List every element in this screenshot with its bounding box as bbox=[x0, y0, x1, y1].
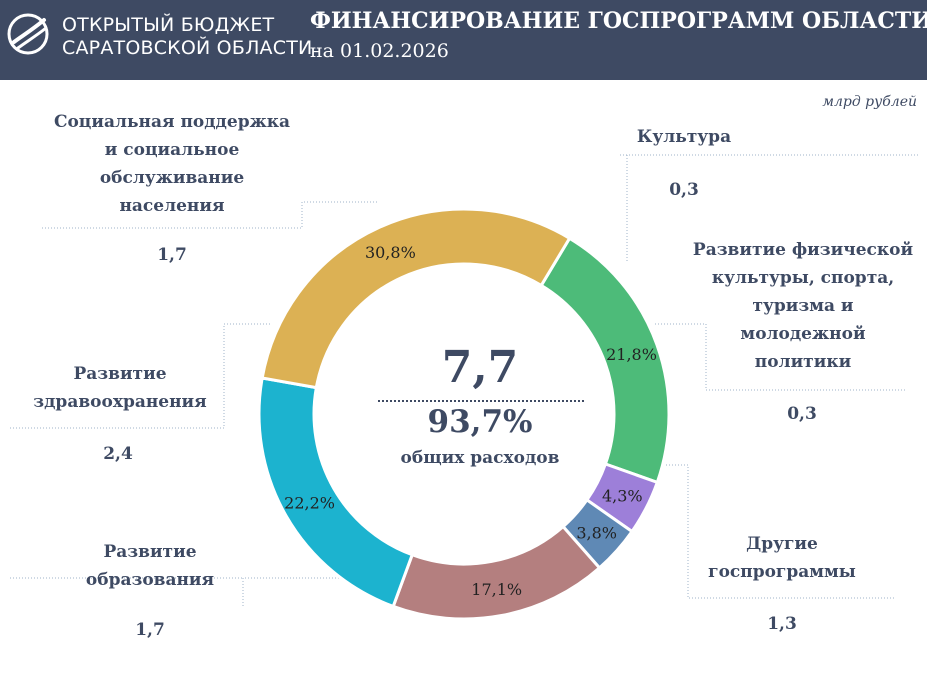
label-education: Развитие образования bbox=[85, 542, 215, 590]
leader-line-social bbox=[42, 201, 378, 229]
header-bar: ОТКРЫТЫЙ БЮДЖЕТ САРАТОВСКОЙ ОБЛАСТИ ФИНА… bbox=[0, 0, 927, 80]
label-other: Другие госпрограммы bbox=[708, 534, 856, 582]
brand-name[interactable]: ОТКРЫТЫЙ БЮДЖЕТ САРАТОВСКОЙ ОБЛАСТИ bbox=[62, 14, 312, 60]
center-share-percent: 93,7% bbox=[427, 404, 533, 440]
center-caption: общих расходов bbox=[400, 448, 560, 468]
slice-social-percent-label: 21,8% bbox=[606, 345, 657, 364]
brand-line-2: САРАТОВСКОЙ ОБЛАСТИ bbox=[62, 37, 313, 59]
slice-other[interactable] bbox=[391, 524, 602, 621]
label-sport: Развитие физической культуры, спорта, ту… bbox=[692, 240, 914, 372]
value-social: 1,7 bbox=[157, 245, 187, 265]
value-sport: 0,3 bbox=[787, 404, 817, 424]
label-culture: Культура bbox=[636, 127, 732, 147]
page-date: на 01.02.2026 bbox=[310, 40, 449, 62]
label-social: Социальная поддержка и социальное обслуж… bbox=[53, 112, 291, 216]
unit-label: млрд рублей bbox=[822, 94, 917, 110]
slice-health[interactable] bbox=[260, 207, 572, 390]
leader-line-other bbox=[660, 464, 896, 599]
center-total-value: 7,7 bbox=[441, 342, 519, 393]
leader-line-sport bbox=[655, 323, 906, 391]
slice-culture-percent-label: 4,3% bbox=[602, 486, 643, 505]
brand-line-1: ОТКРЫТЫЙ БЮДЖЕТ bbox=[62, 14, 275, 36]
leader-lines bbox=[10, 154, 920, 608]
value-health: 2,4 bbox=[103, 444, 133, 464]
slice-other-percent-label: 17,1% bbox=[471, 580, 522, 599]
budget-logo-icon bbox=[7, 13, 49, 55]
center-separator bbox=[378, 400, 584, 402]
page-title: ФИНАНСИРОВАНИЕ ГОСПРОГРАММ ОБЛАСТИ bbox=[310, 8, 927, 34]
slice-sport-percent-label: 3,8% bbox=[576, 524, 617, 543]
value-culture: 0,3 bbox=[669, 180, 699, 200]
label-health: Развитие здравоохранения bbox=[33, 364, 207, 412]
value-other: 1,3 bbox=[767, 614, 797, 634]
slice-health-percent-label: 30,8% bbox=[365, 243, 416, 262]
value-education: 1,7 bbox=[135, 620, 165, 640]
leader-line-education bbox=[242, 577, 345, 608]
slice-education-percent-label: 22,2% bbox=[284, 494, 335, 513]
